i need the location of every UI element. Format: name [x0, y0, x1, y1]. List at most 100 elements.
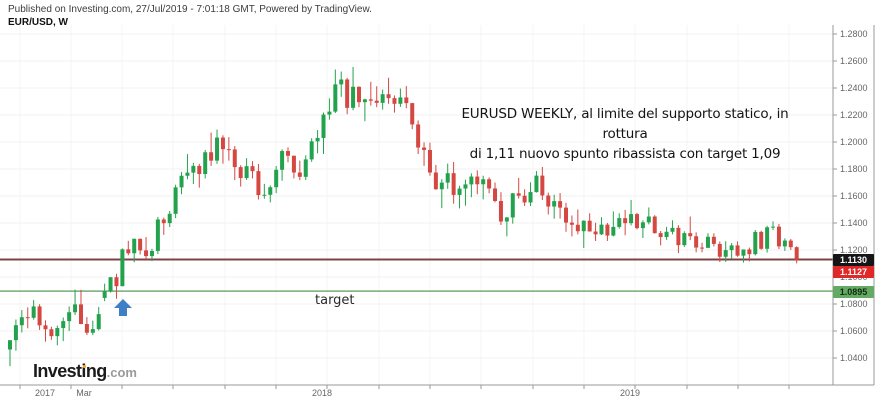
candle: [788, 240, 793, 248]
candle: [481, 179, 486, 185]
candle: [487, 179, 492, 189]
candle: [688, 233, 693, 237]
candle: [759, 231, 764, 249]
candle: [416, 124, 421, 148]
candle: [120, 249, 125, 287]
candle: [78, 304, 83, 324]
candle: [510, 193, 515, 218]
candle: [108, 277, 113, 292]
candle: [534, 175, 539, 193]
candle: [558, 201, 563, 208]
candle: [339, 79, 344, 85]
candle: [286, 151, 291, 156]
candle: [55, 328, 60, 337]
candle: [564, 207, 569, 223]
candle: [167, 213, 172, 224]
candle: [368, 99, 373, 101]
candle: [782, 240, 787, 247]
candle: [717, 243, 722, 257]
candle: [43, 325, 48, 330]
candle: [605, 224, 610, 236]
candle: [493, 188, 498, 201]
candle: [552, 201, 557, 207]
candle: [652, 216, 657, 234]
candle: [753, 231, 758, 255]
candle: [303, 159, 308, 177]
candle: [96, 314, 101, 330]
investing-logo: Investing.com: [33, 361, 137, 382]
candle: [611, 226, 616, 236]
candle: [439, 182, 444, 190]
candle: [102, 291, 107, 298]
candle: [149, 250, 154, 257]
candle: [380, 94, 385, 103]
candle: [676, 227, 681, 246]
last-price-badge: 1.1127: [833, 266, 874, 278]
candle: [546, 195, 551, 207]
time-axis-label: 2019: [619, 388, 641, 398]
candle: [203, 152, 208, 174]
candle: [179, 175, 184, 188]
annotation-line-2: di 1,11 nuovo spunto ribassista con targ…: [469, 146, 781, 162]
logo-i-dot: [83, 364, 86, 368]
candle: [220, 137, 225, 150]
candle: [191, 165, 196, 173]
analyst-annotation: EURUSD WEEKLY, al limite del supporto st…: [438, 104, 812, 164]
candle: [522, 195, 527, 203]
candle: [25, 317, 30, 319]
candle: [297, 172, 302, 177]
candle: [351, 86, 356, 108]
candle: [138, 238, 143, 251]
candle: [469, 176, 474, 185]
candle: [694, 236, 699, 248]
candle: [700, 247, 705, 249]
candle: [664, 231, 669, 238]
candle: [114, 277, 119, 287]
candle: [794, 247, 799, 260]
candle: [729, 245, 734, 251]
candle: [31, 306, 36, 318]
candle: [126, 249, 131, 254]
candle: [640, 222, 645, 229]
candle: [356, 86, 361, 103]
candle: [575, 224, 580, 232]
candle: [73, 304, 78, 313]
candle: [422, 147, 427, 150]
candle: [528, 192, 533, 203]
candle: [581, 220, 586, 232]
candle: [232, 149, 237, 168]
candle: [61, 321, 66, 329]
time-axis-label: 2017: [34, 388, 56, 398]
candle: [587, 220, 592, 232]
candle: [238, 167, 243, 179]
candle: [274, 169, 279, 188]
candle: [386, 94, 391, 99]
up-arrow-icon: [114, 299, 132, 316]
candle: [209, 152, 214, 161]
candle: [646, 216, 651, 223]
candle: [291, 155, 296, 173]
target-label: target: [315, 293, 355, 308]
candle: [617, 218, 622, 227]
candle: [144, 250, 149, 257]
candle: [226, 149, 231, 151]
candle: [215, 137, 220, 161]
candle: [197, 165, 202, 174]
candle: [345, 79, 350, 108]
candle: [13, 325, 18, 341]
candle: [711, 236, 716, 244]
candle: [741, 249, 746, 256]
candle: [433, 172, 438, 190]
candle: [250, 166, 255, 172]
candle: [49, 329, 54, 337]
time-axis-label: 2018: [311, 388, 333, 398]
candle: [392, 98, 397, 104]
candle: [670, 227, 675, 232]
candle: [84, 323, 89, 333]
candle: [658, 233, 663, 238]
candle: [404, 97, 409, 104]
candle: [262, 194, 267, 196]
published-info: Published on Investing.com, 27/Jul/2019 …: [8, 4, 372, 15]
